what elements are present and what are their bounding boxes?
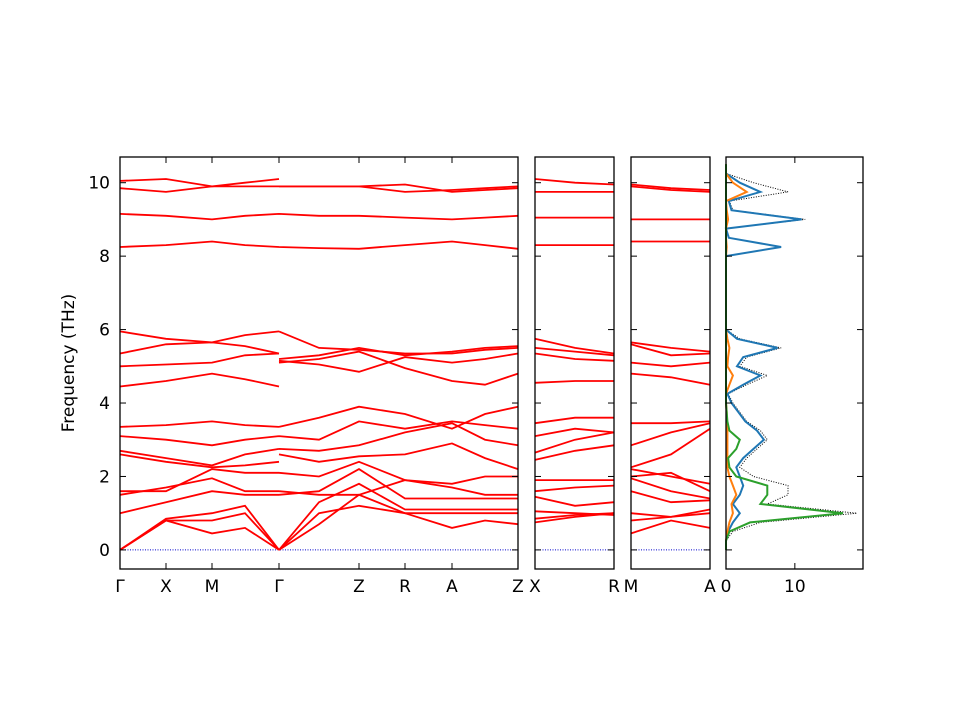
band-line: [119, 405, 519, 430]
x-tick-label: X: [529, 577, 541, 597]
band-line: [631, 420, 711, 425]
x-tick-label: M: [624, 577, 639, 597]
band-line: [119, 352, 519, 373]
x-tick-label: M: [205, 577, 220, 597]
band-line: [119, 240, 519, 250]
y-tick-label: 4: [99, 394, 110, 414]
y-tick-label: 2: [99, 467, 110, 487]
x-tick-label: 0: [721, 577, 732, 597]
plot-frame: [534, 156, 615, 570]
band-line: [630, 508, 711, 518]
band-line: [119, 468, 518, 515]
band-line: [119, 213, 519, 221]
band-line: [534, 337, 615, 355]
band-line: [630, 468, 711, 485]
band-line: [119, 504, 518, 551]
dos-line: [724, 164, 802, 550]
band-line: [534, 431, 615, 454]
band-line: [630, 422, 711, 447]
band-line: [119, 350, 519, 388]
band-line: [630, 427, 711, 469]
band-line: [534, 484, 615, 493]
x-tick-label: 10: [784, 577, 806, 597]
band-line: [630, 519, 711, 535]
band-line: [534, 178, 615, 186]
band-line: [630, 185, 711, 193]
y-tick-label: 8: [99, 247, 110, 267]
band-line: [534, 495, 615, 507]
plot-frame: [119, 156, 519, 570]
x-tick-label: R: [399, 577, 411, 597]
band-line: [120, 460, 518, 493]
y-tick-label: 0: [99, 541, 110, 561]
x-tick-label: A: [704, 577, 716, 597]
y-axis-label: Frequency (THz): [59, 294, 79, 433]
x-tick-label: Γ: [274, 577, 284, 597]
band-line: [630, 471, 711, 493]
band-line: [630, 372, 711, 386]
band-line: [534, 352, 615, 362]
band-line: [119, 330, 519, 360]
band-line: [119, 422, 519, 467]
x-tick-label: R: [608, 577, 620, 597]
x-tick-label: Z: [512, 577, 524, 597]
band-line: [534, 427, 615, 437]
band-line: [630, 343, 711, 357]
band-line: [119, 477, 518, 496]
band-line: [119, 420, 519, 447]
band-line: [630, 477, 711, 500]
band-line: [119, 482, 518, 551]
band-line: [534, 380, 614, 384]
x-tick-label: X: [160, 577, 172, 597]
band-line: [119, 442, 519, 470]
band-line: [630, 341, 711, 353]
band-line: [630, 183, 711, 191]
band-line: [630, 361, 711, 368]
y-tick-label: 10: [88, 174, 110, 194]
x-tick-label: Z: [353, 577, 365, 597]
plot-frame: [630, 156, 711, 570]
band-line: [534, 510, 615, 516]
band-line: [534, 347, 615, 357]
band-line: [119, 178, 519, 193]
x-tick-label: A: [446, 577, 458, 597]
y-tick-label: 6: [99, 321, 110, 341]
band-line: [534, 416, 614, 425]
x-tick-label: Γ: [115, 577, 125, 597]
band-line: [534, 444, 615, 461]
band-line: [630, 490, 711, 504]
